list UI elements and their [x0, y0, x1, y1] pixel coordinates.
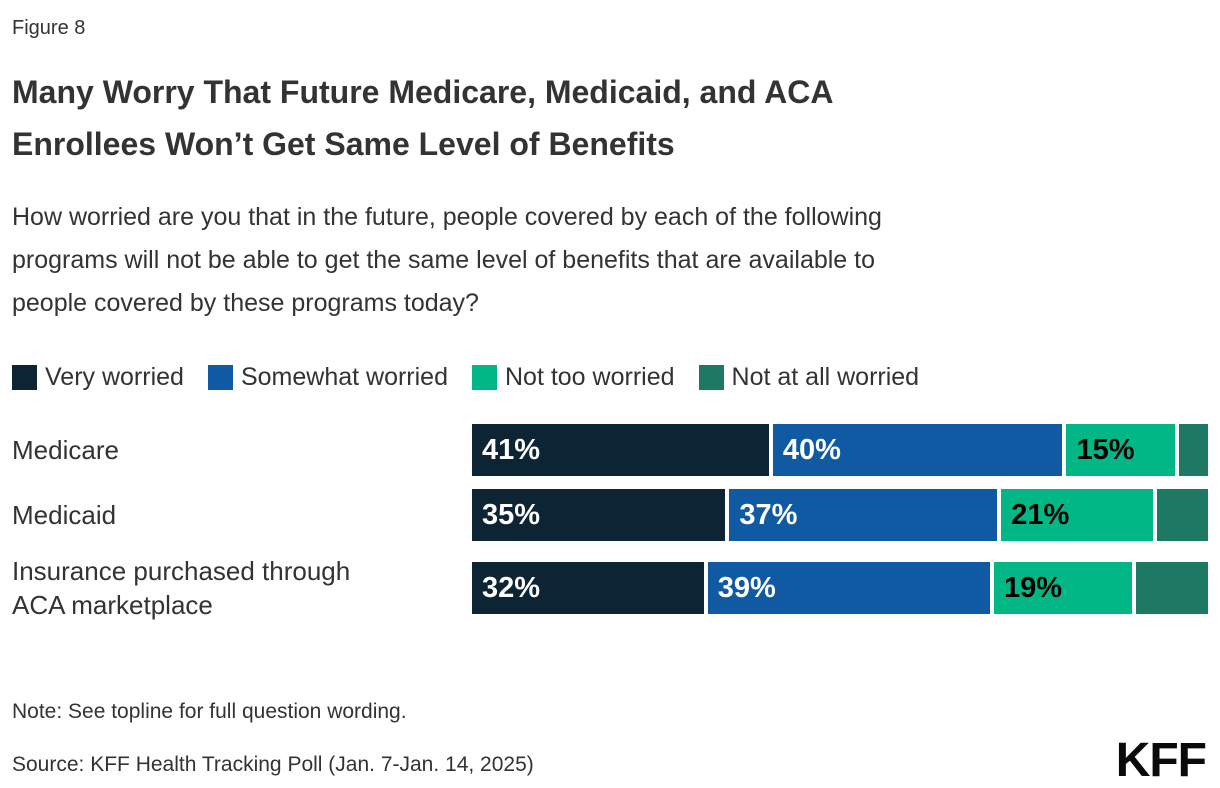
legend-label: Very worried: [45, 363, 184, 391]
bar-value-label: 32%: [482, 571, 541, 604]
bar-value-label: 15%: [1076, 433, 1135, 466]
legend-swatch-icon: [471, 365, 497, 390]
source-row: Source: KFF Health Tracking Poll (Jan. 7…: [12, 734, 1208, 787]
legend: Very worried Somewhat worried Not too worr…: [12, 363, 1208, 392]
bar-value-label: 39%: [717, 571, 776, 604]
source-text: Source: KFF Health Tracking Poll (Jan. 7…: [12, 753, 534, 776]
legend-item: Somewhat worried: [207, 363, 448, 392]
bar-segment: 40%: [772, 424, 1063, 476]
bar-value-label: 19%: [1004, 571, 1063, 604]
bar-segment: 19%: [994, 562, 1132, 614]
bar-segment: 39%: [707, 562, 991, 614]
legend-item: Not too worried: [471, 363, 675, 392]
row-label-text: Insurance purchased through ACA marketpl…: [12, 556, 351, 620]
bar-segment: 32%: [472, 562, 704, 614]
row-label-text: Medicaid: [12, 500, 117, 530]
bar-value-label: 40%: [782, 433, 841, 466]
bar-segment: [1157, 489, 1209, 541]
figure-label: Figure 8: [12, 17, 86, 39]
legend-item: Very worried: [12, 363, 184, 392]
kff-logo: KFF: [1115, 734, 1207, 787]
legend-item: Not at all worried: [698, 363, 920, 392]
figure-title: Many Worry That Future Medicare, Medicai…: [12, 74, 834, 162]
bar-value-label: 37%: [739, 498, 798, 531]
bar-segment: [1135, 562, 1209, 614]
bar-track: 32% 39% 19%: [472, 562, 1209, 614]
row-label: Insurance purchased through ACA marketpl…: [12, 554, 472, 622]
note-text: Note: See topline for full question word…: [12, 700, 407, 723]
bar-row: Medicare 41% 40% 15%: [12, 424, 1208, 476]
bar-segment: 21%: [1001, 489, 1154, 541]
legend-label: Somewhat worried: [240, 363, 448, 391]
legend-label: Not at all worried: [731, 363, 920, 391]
bar-value-label: 35%: [482, 498, 541, 531]
row-label: Medicaid: [12, 498, 472, 532]
legend-swatch-icon: [12, 365, 37, 390]
legend-swatch-icon: [207, 365, 233, 390]
bar-track: 35% 37% 21%: [472, 489, 1209, 541]
bar-segment: 41%: [472, 424, 769, 476]
bar-row: Medicaid 35% 37% 21%: [12, 489, 1209, 541]
bar-track: 41% 40% 15%: [472, 424, 1208, 476]
legend-swatch-icon: [698, 365, 724, 390]
bar-segment: [1179, 424, 1208, 476]
legend-label: Not too worried: [504, 363, 675, 391]
row-label-text: Medicare: [12, 435, 119, 465]
bar-segment: 37%: [729, 489, 998, 541]
stacked-bar-chart: Medicare 41% 40% 15% Medicaid 35% 37% 21% Insura…: [12, 424, 1209, 622]
bar-value-label: 21%: [1011, 498, 1070, 531]
figure-question: How worried are you that in the future, …: [12, 203, 882, 317]
bar-row: Insurance purchased through ACA marketpl…: [12, 554, 1209, 622]
bar-segment: 35%: [472, 489, 726, 541]
row-label: Medicare: [12, 433, 472, 467]
bar-value-label: 41%: [482, 433, 541, 466]
bar-segment: 15%: [1066, 424, 1176, 476]
